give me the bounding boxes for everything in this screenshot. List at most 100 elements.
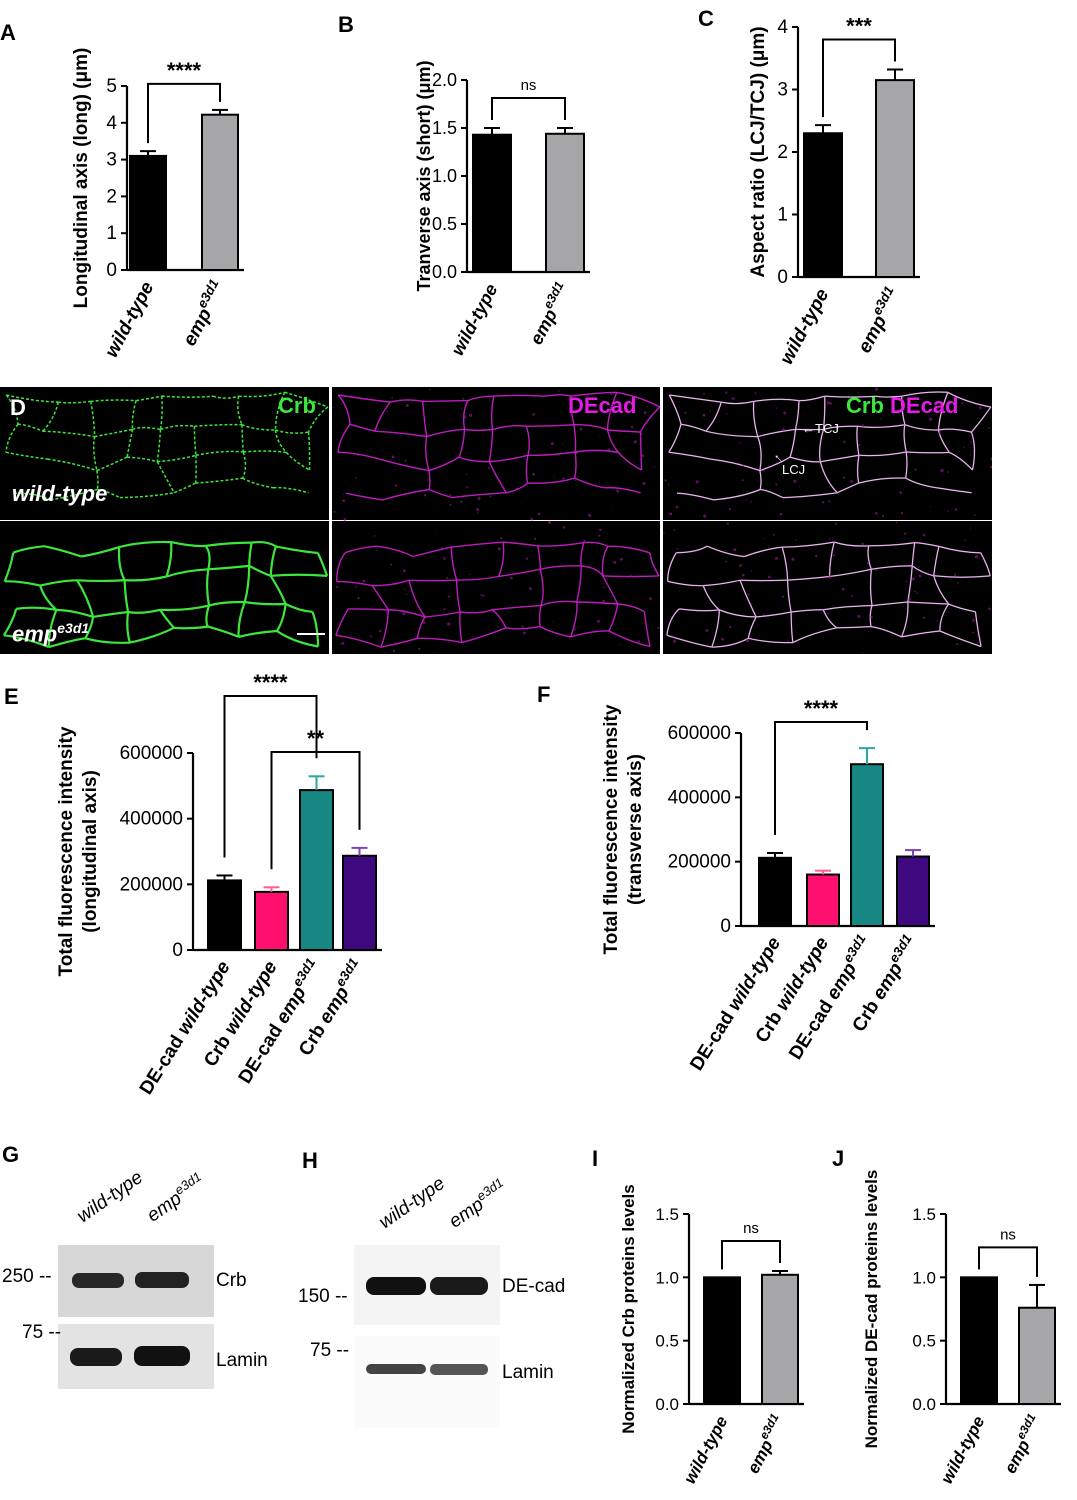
merge-junction-crb (938, 428, 972, 433)
background-speckle (729, 625, 732, 629)
crb-junction (16, 606, 57, 611)
background-speckle (675, 505, 679, 509)
significance-bracket (223, 695, 318, 858)
background-speckle (739, 564, 742, 567)
decad-junction (570, 391, 617, 397)
blot-h-lamin-label: Lamin (502, 1362, 554, 1383)
crb-junction (17, 423, 44, 432)
crb-junction (275, 545, 318, 554)
merge-junction-crb (906, 451, 950, 454)
y-tick-label: 0.5 (432, 214, 457, 234)
decad-junction (491, 609, 507, 629)
background-speckle (386, 611, 389, 614)
background-speckle (355, 477, 357, 479)
y-tick-label: 2 (106, 186, 117, 207)
decad-junction (451, 541, 504, 548)
crb-junction (89, 401, 96, 437)
merge-junction-crb (822, 609, 838, 629)
crb-junction (131, 400, 137, 430)
blot-g-crb-band-2 (135, 1272, 189, 1288)
blot-g-lamin-label: Lamin (216, 1350, 268, 1371)
blot-h-lamin-band-1 (366, 1364, 426, 1374)
y-axis-label-2: (longitudinal axis) (80, 770, 101, 933)
decad-junction (416, 616, 426, 639)
crb-junction (193, 426, 197, 456)
background-speckle (745, 499, 747, 501)
crb-junction (47, 458, 98, 472)
background-speckle (378, 629, 382, 633)
background-speckle (443, 611, 445, 613)
y-tick-label: 1.5 (432, 118, 457, 138)
background-speckle (477, 512, 479, 514)
background-speckle (957, 582, 959, 584)
crb-junction (270, 573, 328, 577)
merge-junction-crb (858, 451, 907, 457)
background-speckle (763, 537, 765, 539)
merge-junction-crb (679, 608, 720, 612)
y-axis-label: Aspect ratio (LCJ/TCJ) (μm) (748, 26, 769, 277)
category-label: wild-type (937, 1413, 988, 1487)
decad-junction (573, 423, 608, 431)
crb-junction (275, 429, 309, 434)
background-speckle (406, 593, 408, 596)
merge-junction-crb (740, 579, 788, 582)
background-speckle (607, 484, 609, 485)
panel-letter-d: D (10, 395, 26, 420)
wild-type-row-label: wild-type (12, 481, 108, 506)
crb-junction (12, 545, 45, 554)
crb-junction (119, 491, 175, 499)
decad-junction (526, 424, 574, 427)
background-speckle (395, 583, 398, 585)
background-speckle (440, 547, 444, 551)
crb-junction (238, 629, 277, 638)
chart-e: 0 200000 400000 600000 Total fluorescence in… (56, 670, 382, 1098)
merge-junction-crb (911, 542, 916, 566)
significance-bracket (721, 1240, 781, 1270)
background-speckle (532, 413, 535, 416)
background-speckle (791, 557, 795, 561)
decad-junction (498, 568, 541, 578)
bar (806, 873, 840, 927)
background-speckle (988, 427, 991, 429)
background-speckle (974, 555, 979, 559)
decad-junction (606, 392, 618, 431)
merge-junction-crb (904, 424, 939, 431)
decad-junction (574, 477, 606, 489)
decad-junction (349, 423, 375, 432)
bar (758, 856, 792, 927)
bar (875, 79, 915, 278)
merge-junction-decad (938, 545, 981, 554)
bar (299, 789, 334, 952)
background-speckle (333, 510, 336, 513)
background-speckle (469, 573, 471, 576)
decad-junction (450, 547, 458, 581)
background-speckle (672, 567, 674, 569)
cell-network (2, 540, 329, 649)
crb-junction (157, 454, 197, 463)
decad-junction (388, 609, 426, 618)
crb-junction (5, 423, 19, 453)
y-tick-label: 600000 (120, 743, 183, 764)
bar (896, 855, 930, 928)
cell-network (335, 520, 660, 654)
bar (201, 113, 239, 272)
y-tick-label: 1.0 (432, 166, 457, 186)
background-speckle (460, 408, 462, 410)
background-speckle (857, 392, 859, 394)
y-tick-label: 1.0 (655, 1268, 679, 1287)
blot-h-decad-membrane (354, 1245, 500, 1325)
merge-junction-crb (856, 426, 860, 456)
crb-junction (173, 625, 209, 630)
decad-junction (573, 424, 577, 453)
background-speckle (630, 425, 634, 429)
background-speckle (762, 614, 765, 616)
merge-junction-crb (858, 477, 906, 484)
background-speckle (936, 620, 938, 622)
decad-junction (608, 630, 651, 648)
decad-junction (337, 451, 380, 460)
background-speckle (781, 428, 785, 432)
background-speckle (497, 547, 501, 551)
crb-junction (241, 424, 244, 453)
background-speckle (466, 486, 469, 489)
decad-junction (380, 609, 390, 648)
